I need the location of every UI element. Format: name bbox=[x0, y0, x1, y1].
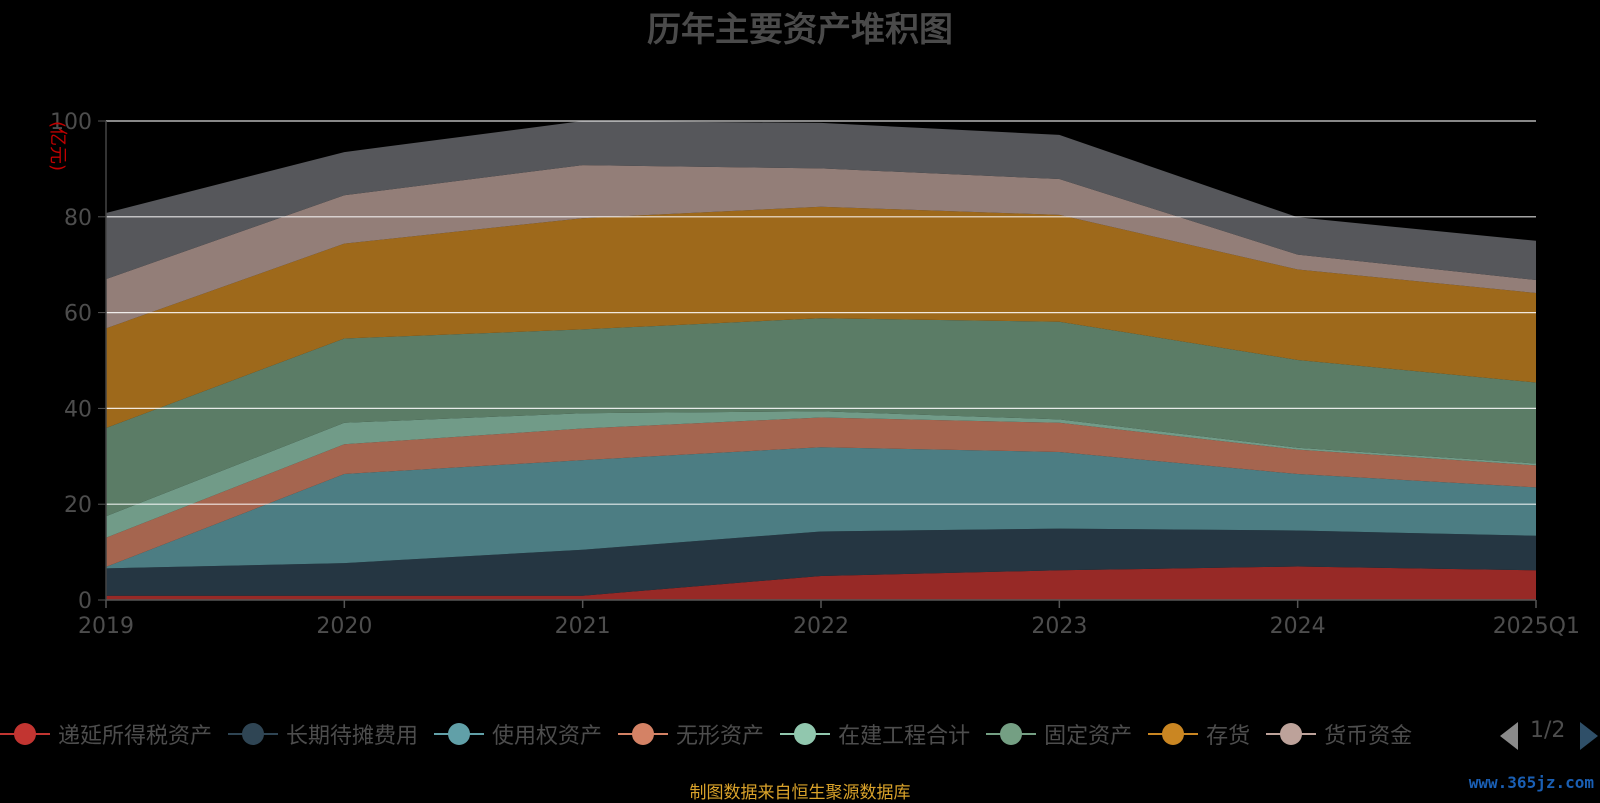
legend-label: 长期待摊费用 bbox=[286, 724, 419, 749]
area-series-3[interactable] bbox=[106, 417, 1536, 567]
legend-marker-icon bbox=[1266, 722, 1317, 746]
legend-pager: 1/2 bbox=[1500, 718, 1600, 750]
grid-lines: 0 20 40 60 80 100 bbox=[50, 110, 1536, 614]
y-tick-label: 100 bbox=[50, 110, 92, 135]
watermark: www.365jz.com bbox=[1468, 773, 1594, 792]
legend-item[interactable]: 固定资产 bbox=[986, 714, 1132, 754]
legend-marker-icon bbox=[986, 722, 1037, 746]
legend-marker-icon bbox=[228, 722, 279, 746]
legend-label: 使用权资产 bbox=[492, 724, 603, 749]
legend-item[interactable]: 货币资金 bbox=[1266, 714, 1412, 754]
legend-item[interactable]: 递延所得税资产 bbox=[0, 714, 212, 754]
x-tick-label: 2021 bbox=[555, 614, 611, 639]
legend-label: 固定资产 bbox=[1044, 724, 1133, 749]
y-tick-label: 60 bbox=[64, 302, 92, 327]
area-series-8[interactable] bbox=[106, 121, 1536, 280]
legend-prev-icon[interactable] bbox=[1500, 722, 1518, 750]
data-source-note: 制图数据来自恒生聚源数据库 bbox=[689, 783, 911, 803]
y-tick-label: 80 bbox=[64, 206, 92, 231]
y-axis-label: (亿元) bbox=[47, 121, 68, 171]
y-tick-label: 0 bbox=[78, 589, 92, 614]
legend-marker-icon bbox=[0, 722, 50, 746]
area-layers bbox=[106, 121, 1536, 600]
x-tick-label: 2023 bbox=[1031, 614, 1087, 639]
x-tick-label: 2024 bbox=[1270, 614, 1326, 639]
axes: 2019 2020 2021 2022 2023 2024 2025Q1 bbox=[78, 121, 1580, 639]
legend-item[interactable]: 在建工程合计 bbox=[780, 714, 970, 754]
legend-marker-icon bbox=[618, 722, 669, 746]
legend-label: 货币资金 bbox=[1324, 724, 1413, 749]
legend-marker-icon bbox=[1148, 722, 1199, 746]
chart-title: 历年主要资产堆积图 bbox=[647, 10, 953, 50]
x-tick-label: 2020 bbox=[316, 614, 372, 639]
legend-item[interactable]: 使用权资产 bbox=[434, 714, 602, 754]
legend-label: 存货 bbox=[1206, 724, 1251, 749]
area-series-2[interactable] bbox=[106, 447, 1536, 569]
legend-label: 无形资产 bbox=[676, 724, 765, 749]
legend-next-icon[interactable] bbox=[1580, 722, 1598, 750]
legend-marker-icon bbox=[434, 722, 485, 746]
y-tick-label: 40 bbox=[64, 397, 92, 422]
x-tick-label: 2025Q1 bbox=[1493, 614, 1580, 639]
legend-item[interactable]: 长期待摊费用 bbox=[228, 714, 418, 754]
area-series-6[interactable] bbox=[106, 206, 1536, 428]
legend-marker-icon bbox=[780, 722, 831, 746]
legend-item[interactable]: 存货 bbox=[1148, 714, 1250, 754]
area-series-7[interactable] bbox=[106, 165, 1536, 329]
legend-label: 在建工程合计 bbox=[838, 724, 971, 749]
area-series-5[interactable] bbox=[106, 318, 1536, 517]
y-tick-label: 20 bbox=[64, 493, 92, 518]
legend: 递延所得税资产 长期待摊费用 使用权资产 无形资产 在建工程合计 固定资产 存货 货币资金 bbox=[0, 714, 1488, 754]
legend-item[interactable]: 无形资产 bbox=[618, 714, 764, 754]
area-series-0[interactable] bbox=[106, 566, 1536, 601]
x-tick-label: 2019 bbox=[78, 614, 134, 639]
x-tick-label: 2022 bbox=[793, 614, 849, 639]
legend-page-number: 1/2 bbox=[1530, 718, 1566, 743]
legend-label: 递延所得税资产 bbox=[58, 724, 213, 749]
area-series-1[interactable] bbox=[106, 528, 1536, 596]
